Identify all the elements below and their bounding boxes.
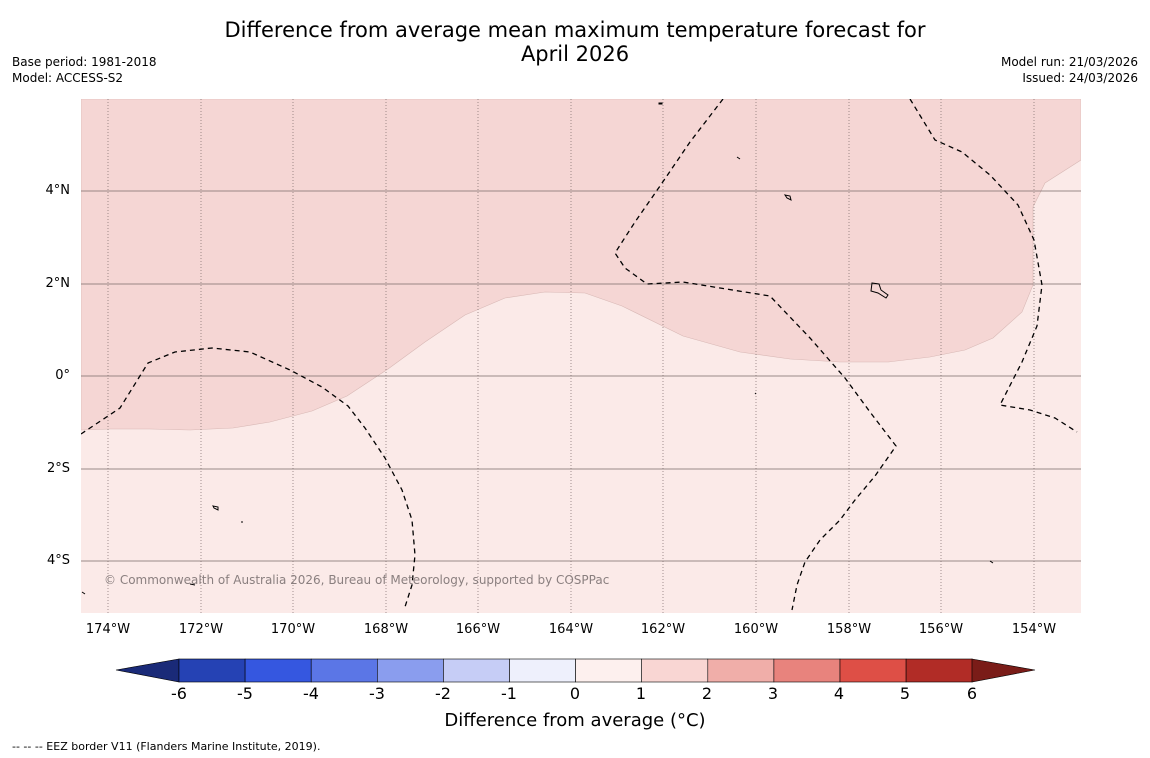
graticule [81,99,1081,613]
colorbar-tick: -5 [237,684,253,703]
colorbar-tick: 5 [899,684,911,703]
colorbar-segment [773,658,841,683]
colorbar-arrow-high [971,658,1036,683]
colorbar-label: Difference from average (°C) [444,710,706,731]
lat-label-2n: 2°N [45,276,71,291]
colorbar-segment [310,658,378,683]
lat-label-4s: 4°S [46,553,70,568]
model-run: Model run: 21/03/2026 [1000,55,1138,69]
island-corner [81,591,86,595]
model-name: Model: ACCESS-S2 [12,71,124,85]
colorbar-tick: -2 [435,684,451,703]
lat-label-2s: 2°S [46,461,70,476]
base-period: Base period: 1981-2018 [12,55,157,69]
colorbar-arrow-low [115,658,180,683]
island-south [189,583,196,586]
colorbar-segment [707,658,775,683]
colorbar-segment [575,658,642,683]
eez-border-central [614,99,897,611]
lat-label-0: 0° [55,368,70,383]
colorbar-segment [244,658,312,683]
colorbar-tick: -4 [303,684,319,703]
islands [81,102,994,595]
issued-date: Issued: 24/03/2026 [1022,71,1138,85]
colorbar-tick: -6 [171,684,187,703]
colorbar-segment [905,658,973,683]
colorbar-tick: 0 [569,684,581,703]
eez-borders [81,99,1078,611]
lon-label-162w: 162°W [640,622,686,637]
colorbar-tick: -1 [501,684,517,703]
colorbar-tick: 1 [635,684,647,703]
lon-label-174w: 174°W [85,622,131,637]
meta-left: Base period: 1981-2018 Model: ACCESS-S2 [12,54,157,86]
lon-label-160w: 160°W [733,622,779,637]
title-line-1: Difference from average mean maximum tem… [224,18,926,42]
colorbar-segment [839,658,907,683]
title-line-2: April 2026 [520,42,630,66]
colorbar-tick: 6 [966,684,978,703]
island-northwest [658,102,663,105]
copyright-notice: © Commonwealth of Australia 2026, Bureau… [104,573,609,587]
lon-label-172w: 172°W [178,622,224,637]
lon-label-156w: 156°W [918,622,964,637]
eez-border-east [909,99,1078,433]
island-kiritimati [870,282,889,299]
colorbar-segment [443,658,510,683]
colorbar-segment [178,658,246,683]
island-atoll-a [783,194,792,201]
colorbar-segment [509,658,576,683]
island-southwest [212,505,219,511]
eez-border-west [81,347,416,611]
colorbar-tick: 4 [833,684,845,703]
island-southeast [989,560,994,564]
eez-footnote: -- -- -- EEZ border V11 (Flanders Marine… [12,740,321,753]
map-title: Difference from average mean maximum tem… [0,18,1150,66]
lat-label-4n: 4°N [45,183,71,198]
lon-label-170w: 170°W [270,622,316,637]
anomaly-band-1-2 [81,99,1081,431]
colorbar-segment [641,658,709,683]
lon-label-158w: 158°W [826,622,872,637]
lon-label-166w: 166°W [455,622,501,637]
colorbar-tick: 3 [767,684,779,703]
colorbar-tick: -3 [369,684,385,703]
meta-right: Model run: 21/03/2026 Issued: 24/03/2026 [1001,54,1138,86]
colorbar-segment [376,658,444,683]
lon-label-164w: 164°W [548,622,594,637]
island-equator [754,392,757,395]
island-north [736,156,741,160]
colorbar-tick: 2 [701,684,713,703]
lon-label-168w: 168°W [363,622,409,637]
lon-label-154w: 154°W [1011,622,1057,637]
